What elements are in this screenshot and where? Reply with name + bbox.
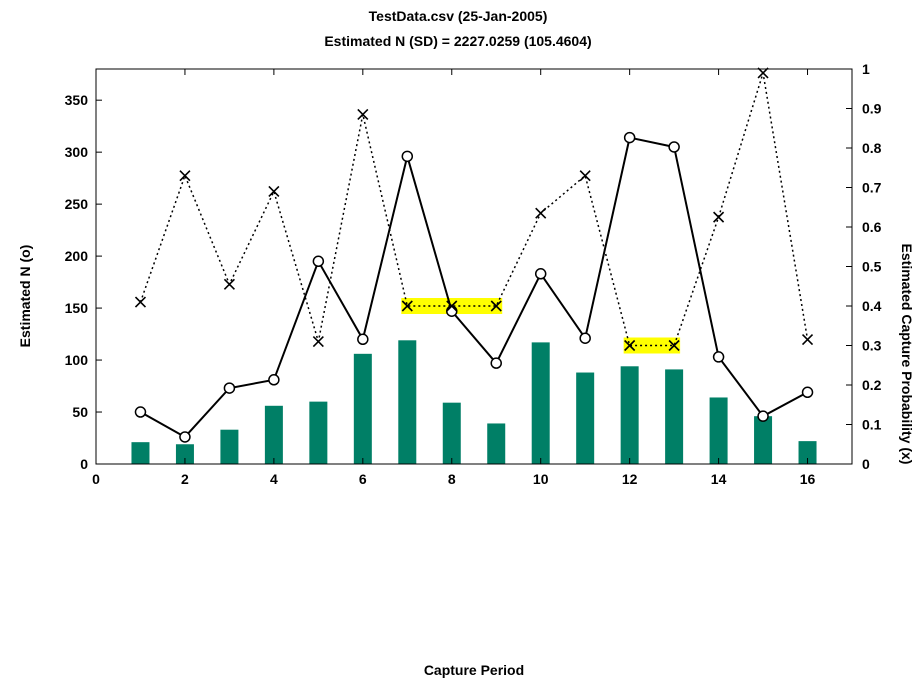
y-tick-label-right: 0.8 xyxy=(862,140,882,156)
estimated-n-point xyxy=(179,431,191,443)
y-tick-label-left: 100 xyxy=(65,352,89,368)
bar xyxy=(175,444,194,464)
bar xyxy=(754,416,773,464)
bar xyxy=(531,342,550,464)
estimated-n-point xyxy=(134,406,147,418)
capture-probability-point xyxy=(668,339,680,352)
bar xyxy=(620,366,639,464)
bar xyxy=(798,441,817,464)
bar xyxy=(487,423,506,464)
estimated-n-point xyxy=(401,150,414,163)
estimated-n-point xyxy=(579,332,591,344)
estimated-n-point xyxy=(801,386,814,399)
x-tick-label: 14 xyxy=(711,471,727,487)
y-tick-label-left: 150 xyxy=(65,300,89,316)
capture-probability-point xyxy=(268,185,280,198)
x-axis-label: Capture Period xyxy=(424,662,524,678)
marker-series xyxy=(134,67,814,443)
capture-probability-line xyxy=(139,72,809,347)
y-tick-label-right: 0.7 xyxy=(862,180,882,196)
capture-probability-point xyxy=(757,67,769,79)
estimated-n-point xyxy=(312,255,325,268)
axis-ticks: 0 2 4 6 8 10 12 14 16 0 50 100 150 200 250 300 350 0 0.1 0.… xyxy=(65,61,882,487)
y-tick-label-left: 350 xyxy=(65,92,89,108)
y-tick-label-right: 1 xyxy=(862,61,870,77)
capture-probability-point xyxy=(624,339,636,352)
y-tick-label-right: 0.3 xyxy=(862,338,882,354)
y-tick-label-right: 0.1 xyxy=(862,417,882,433)
y-tick-label-right: 0.2 xyxy=(862,377,882,393)
capture-probability-point xyxy=(357,108,369,120)
x-tick-label: 12 xyxy=(622,471,638,487)
line-series xyxy=(139,72,809,439)
estimated-n-point xyxy=(490,357,502,369)
y-tick-label-left: 50 xyxy=(72,404,88,420)
estimated-n-point xyxy=(446,305,458,317)
x-tick-label: 6 xyxy=(359,471,367,487)
estimated-n-point xyxy=(757,410,769,422)
estimated-n-point xyxy=(268,374,280,386)
estimated-n-point xyxy=(623,131,636,144)
bar xyxy=(264,405,283,464)
bar xyxy=(442,402,461,464)
y-tick-label-left: 250 xyxy=(65,196,89,212)
estimated-n-point xyxy=(357,333,369,346)
x-tick-label: 4 xyxy=(270,471,278,487)
x-tick-label: 0 xyxy=(92,471,100,487)
bar xyxy=(131,442,150,464)
bar xyxy=(398,340,417,464)
y-tick-label-right: 0.9 xyxy=(862,101,882,117)
y-tick-label-right: 0.5 xyxy=(862,259,882,275)
y-tick-label-right: 0.6 xyxy=(862,219,882,235)
capture-probability-point xyxy=(134,296,147,308)
estimated-n-point xyxy=(668,141,680,153)
bar xyxy=(353,353,372,464)
x-tick-label: 8 xyxy=(448,471,456,487)
y-tick-label-left: 300 xyxy=(65,144,89,160)
y-tick-label-left: 0 xyxy=(80,456,88,472)
estimated-n-point xyxy=(223,382,236,394)
capture-probability-point xyxy=(401,300,413,312)
bar xyxy=(220,429,239,464)
y-axis-label-right: Estimated Capture Probability (x) xyxy=(899,244,915,465)
bar xyxy=(309,401,328,464)
capture-probability-point xyxy=(179,170,191,182)
capture-probability-point xyxy=(579,170,591,182)
chart-subtitle: Estimated N (SD) = 2227.0259 (105.4604) xyxy=(324,33,591,49)
capture-probability-point xyxy=(223,278,235,290)
capture-probability-point xyxy=(312,335,324,348)
estimated-n-point xyxy=(712,351,725,363)
estimated-n-point xyxy=(534,268,547,280)
y-tick-label-right: 0 xyxy=(862,456,870,472)
estimated-n-line xyxy=(139,136,809,439)
bar xyxy=(576,372,595,464)
y-tick-label-left: 200 xyxy=(65,248,89,264)
bar xyxy=(665,369,684,464)
x-tick-label: 10 xyxy=(533,471,549,487)
capture-probability-point xyxy=(713,211,725,223)
x-tick-label: 2 xyxy=(181,471,189,487)
capture-probability-point xyxy=(535,207,547,219)
bar-series xyxy=(131,340,817,464)
chart-title: TestData.csv (25-Jan-2005) xyxy=(369,8,548,24)
bar xyxy=(709,397,728,464)
y-axis-label-left: Estimated N (o) xyxy=(17,245,33,348)
capture-probability-point xyxy=(490,300,502,312)
capture-probability-point xyxy=(446,300,458,312)
capture-probability-point xyxy=(801,334,814,346)
y-tick-label-right: 0.4 xyxy=(862,298,882,314)
plot-frame xyxy=(95,68,853,465)
x-tick-label: 16 xyxy=(800,471,816,487)
